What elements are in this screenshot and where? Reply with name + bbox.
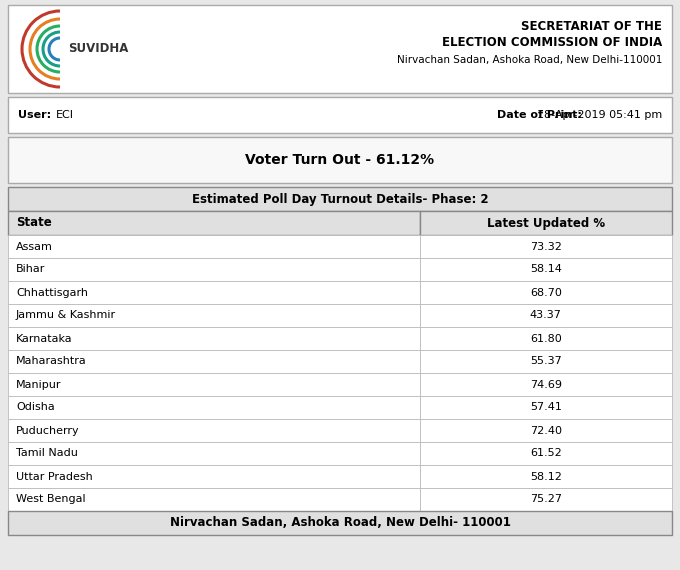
Bar — [8, 350, 420, 373]
Text: 58.12: 58.12 — [530, 471, 562, 482]
Text: 73.32: 73.32 — [530, 242, 562, 251]
Text: 18-Apr-2019 05:41 pm: 18-Apr-2019 05:41 pm — [537, 110, 662, 120]
Bar — [8, 442, 420, 465]
Text: Manipur: Manipur — [16, 380, 61, 389]
Text: Odisha: Odisha — [16, 402, 55, 413]
Text: 58.14: 58.14 — [530, 264, 562, 275]
Bar — [8, 465, 420, 488]
Text: 43.37: 43.37 — [530, 311, 562, 320]
Text: 72.40: 72.40 — [530, 425, 562, 435]
Bar — [8, 187, 672, 211]
Text: Estimated Poll Day Turnout Details- Phase: 2: Estimated Poll Day Turnout Details- Phas… — [192, 193, 488, 206]
Bar — [420, 442, 672, 465]
Text: West Bengal: West Bengal — [16, 495, 86, 504]
Bar — [420, 396, 672, 419]
Text: Bihar: Bihar — [16, 264, 46, 275]
Text: Nirvachan Sadan, Ashoka Road, New Delhi-110001: Nirvachan Sadan, Ashoka Road, New Delhi-… — [396, 55, 662, 65]
Bar — [8, 5, 672, 93]
Text: User:: User: — [18, 110, 51, 120]
Text: Voter Turn Out - 61.12%: Voter Turn Out - 61.12% — [245, 153, 435, 167]
Text: 68.70: 68.70 — [530, 287, 562, 298]
Text: ECI: ECI — [56, 110, 74, 120]
Bar — [8, 137, 672, 183]
Text: SECRETARIAT OF THE: SECRETARIAT OF THE — [521, 21, 662, 34]
Bar — [8, 281, 420, 304]
Text: 55.37: 55.37 — [530, 356, 562, 367]
Text: Uttar Pradesh: Uttar Pradesh — [16, 471, 92, 482]
Bar — [420, 373, 672, 396]
Text: 75.27: 75.27 — [530, 495, 562, 504]
Text: Nirvachan Sadan, Ashoka Road, New Delhi- 110001: Nirvachan Sadan, Ashoka Road, New Delhi-… — [169, 516, 511, 530]
Bar — [8, 97, 672, 133]
Bar — [420, 258, 672, 281]
Text: State: State — [16, 217, 52, 230]
Text: 61.52: 61.52 — [530, 449, 562, 458]
Bar — [8, 327, 420, 350]
Text: Date of Print:: Date of Print: — [497, 110, 582, 120]
Bar — [420, 304, 672, 327]
Text: Maharashtra: Maharashtra — [16, 356, 87, 367]
Text: Puducherry: Puducherry — [16, 425, 80, 435]
Text: Chhattisgarh: Chhattisgarh — [16, 287, 88, 298]
Text: SUVIDHA: SUVIDHA — [68, 43, 129, 55]
Bar — [420, 327, 672, 350]
Bar — [420, 488, 672, 511]
Text: Latest Updated %: Latest Updated % — [487, 217, 605, 230]
Bar — [420, 350, 672, 373]
Bar — [8, 511, 672, 535]
Bar — [8, 396, 420, 419]
Text: 74.69: 74.69 — [530, 380, 562, 389]
Bar — [8, 373, 420, 396]
Text: ELECTION COMMISSION OF INDIA: ELECTION COMMISSION OF INDIA — [442, 36, 662, 50]
Bar — [420, 419, 672, 442]
Bar — [420, 465, 672, 488]
Bar — [8, 488, 420, 511]
Bar — [8, 235, 420, 258]
Bar — [8, 211, 420, 235]
Text: 57.41: 57.41 — [530, 402, 562, 413]
Text: 61.80: 61.80 — [530, 333, 562, 344]
Bar — [420, 281, 672, 304]
Bar — [8, 419, 420, 442]
Bar — [420, 211, 672, 235]
Bar — [8, 258, 420, 281]
Text: Karnataka: Karnataka — [16, 333, 73, 344]
Text: Jammu & Kashmir: Jammu & Kashmir — [16, 311, 116, 320]
Bar — [8, 304, 420, 327]
Text: Tamil Nadu: Tamil Nadu — [16, 449, 78, 458]
Text: Assam: Assam — [16, 242, 53, 251]
Bar — [420, 235, 672, 258]
